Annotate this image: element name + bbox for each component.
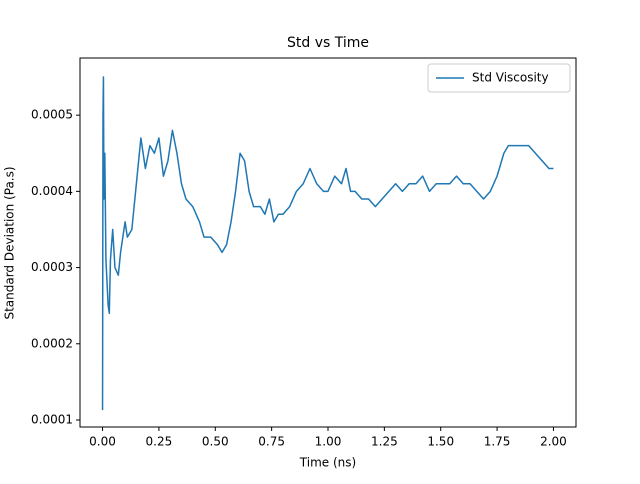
chart-title: Std vs Time bbox=[287, 35, 369, 51]
y-tick-label: 0.0002 bbox=[31, 336, 73, 350]
x-tick-label: 1.50 bbox=[427, 435, 454, 449]
x-tick-label: 0.75 bbox=[258, 435, 285, 449]
x-axis-label: Time (ns) bbox=[299, 456, 356, 470]
y-tick-label: 0.0004 bbox=[31, 184, 73, 198]
x-tick-label: 1.25 bbox=[371, 435, 398, 449]
plot-frame bbox=[79, 57, 577, 428]
y-tick-label: 0.0005 bbox=[31, 108, 73, 122]
x-tick-label: 0.50 bbox=[202, 435, 229, 449]
line bbox=[101, 76, 554, 411]
legend-label: Std Viscosity bbox=[472, 71, 549, 85]
y-tick-label: 0.0003 bbox=[31, 260, 73, 274]
x-tick-label: 2.00 bbox=[540, 435, 567, 449]
x-tick-label: 0.00 bbox=[89, 435, 116, 449]
x-tick-label: 1.75 bbox=[484, 435, 511, 449]
y-tick-label: 0.0001 bbox=[31, 412, 73, 426]
x-tick-label: 0.25 bbox=[146, 435, 173, 449]
x-tick-label: 1.00 bbox=[315, 435, 342, 449]
y-axis-label: Standard Deviation (Pa.s) bbox=[3, 166, 17, 319]
legend-box bbox=[427, 63, 571, 93]
